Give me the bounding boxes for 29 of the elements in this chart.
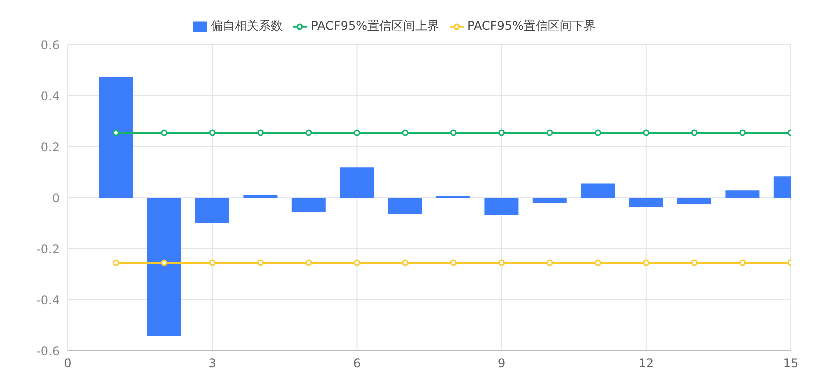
bar <box>484 198 519 216</box>
x-tick-label: 0 <box>64 356 72 371</box>
bar <box>629 198 664 208</box>
x-tick-label: 3 <box>208 356 216 371</box>
bar <box>581 184 616 198</box>
y-tick-label: 0.2 <box>40 140 60 154</box>
bar <box>196 198 230 224</box>
y-tick-label: 0 <box>52 191 60 206</box>
y-tick-label: 0.6 <box>40 38 60 52</box>
legend-label: PACF95%置信区间上界 <box>311 19 440 33</box>
y-tick-label: -0.6 <box>36 344 60 358</box>
bar <box>532 198 567 204</box>
bar <box>292 198 326 212</box>
x-tick-label: 12 <box>638 356 654 371</box>
y-tick-label: 0.4 <box>40 89 60 104</box>
x-tick-label: 6 <box>353 356 362 371</box>
bar <box>99 77 134 198</box>
legend-label: 偏自相关系数 <box>211 19 284 33</box>
bar <box>147 198 182 336</box>
y-tick-label: -0.4 <box>36 293 60 308</box>
bar <box>340 168 374 198</box>
bar <box>678 198 712 204</box>
y-tick-label: -0.2 <box>36 242 60 256</box>
legend-label: PACF95%置信区间下界 <box>468 19 596 33</box>
x-tick-label: 9 <box>498 356 506 371</box>
bar <box>388 198 422 214</box>
bar <box>726 190 760 198</box>
bar <box>244 195 278 198</box>
x-tick-label: 15 <box>783 356 799 371</box>
